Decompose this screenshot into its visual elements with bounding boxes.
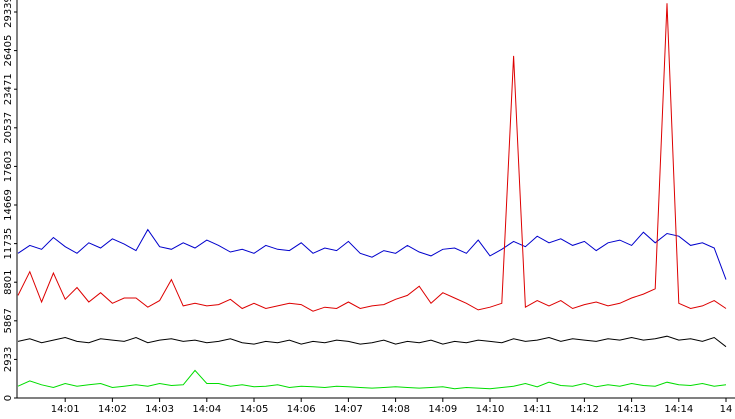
x-tick-label: 14 (720, 404, 733, 415)
x-tick-label: 14:09 (428, 404, 457, 415)
x-tick-label: 14:12 (570, 404, 599, 415)
x-tick-label: 14:07 (334, 404, 363, 415)
series-line (17, 228, 727, 280)
x-tick-label: 14:05 (240, 404, 269, 415)
x-tick-label: 14:11 (523, 404, 552, 415)
series-line (17, 3, 727, 312)
y-tick-label: 26405 (3, 35, 14, 67)
y-tick-label: 29339 (3, 0, 14, 28)
x-tick-label: 14:13 (617, 404, 646, 415)
y-tick-label: 20537 (3, 112, 14, 144)
series-line (17, 335, 727, 348)
x-tick-label: 14:02 (98, 404, 127, 415)
y-tick-label: 8801 (3, 269, 14, 294)
x-tick-label: 14:03 (145, 404, 174, 415)
series-line (17, 369, 727, 390)
x-tick-label: 14:10 (476, 404, 505, 415)
y-tick-label: 17603 (3, 150, 14, 182)
y-tick-label: 23471 (3, 73, 14, 105)
x-tick-label: 14:08 (381, 404, 410, 415)
y-tick-label: 0 (3, 395, 14, 401)
x-tick-label: 14:01 (51, 404, 80, 415)
x-tick-label: 14:14 (664, 404, 693, 415)
y-tick-label: 2933 (3, 347, 14, 372)
y-tick-label: 11735 (3, 228, 14, 260)
x-tick-label: 14:06 (287, 404, 316, 415)
y-tick-label: 5867 (3, 308, 14, 333)
y-tick-label: 14669 (3, 189, 14, 221)
x-tick-label: 14:04 (192, 404, 221, 415)
